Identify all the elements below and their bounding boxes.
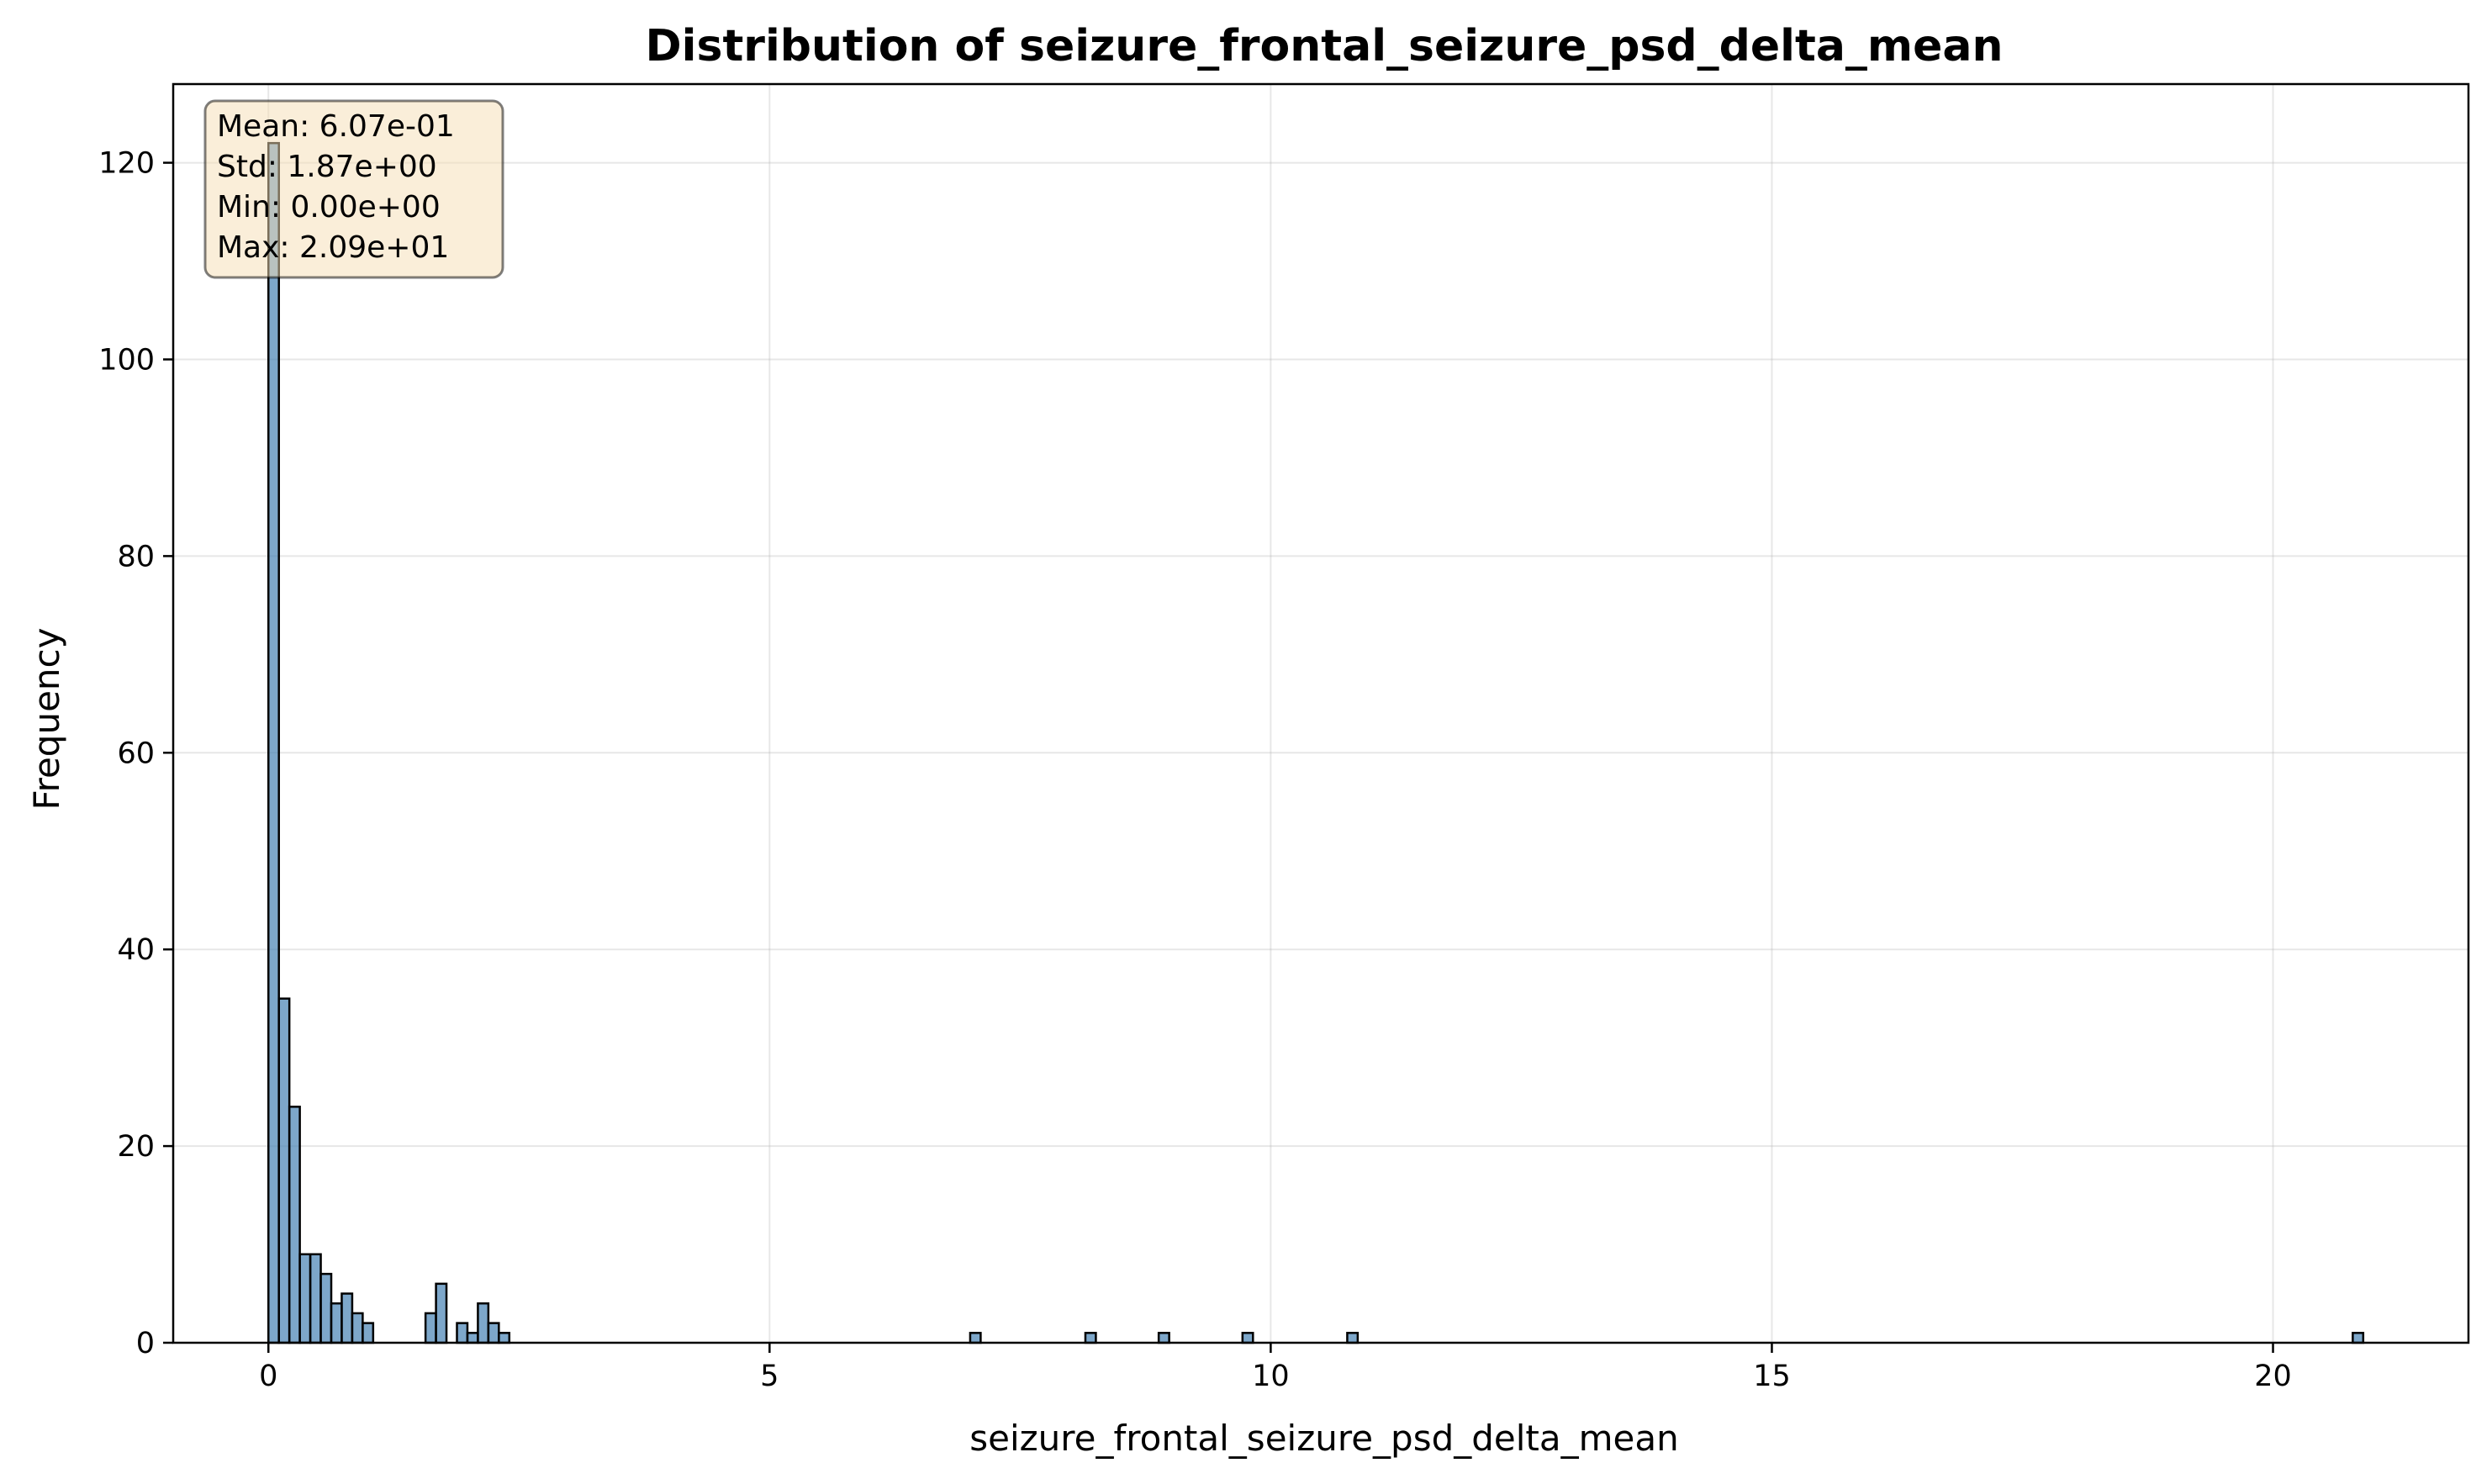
- histogram-bar: [341, 1292, 354, 1344]
- histogram-bar: [424, 1312, 437, 1344]
- chart-title: Distribution of seizure_frontal_seizure_…: [646, 21, 2004, 71]
- x-tick-label: 10: [1252, 1360, 1290, 1393]
- histogram-bar: [477, 1302, 490, 1344]
- y-tick-label: 40: [117, 933, 155, 967]
- histogram-bar: [298, 1253, 312, 1344]
- axis-ticks: 0 5 10 15 20 0 20 40 60 80 100 120: [98, 147, 2292, 1393]
- histogram-bar: [498, 1332, 511, 1344]
- y-tick-label: 60: [117, 737, 155, 770]
- histogram-bar: [435, 1282, 448, 1344]
- histogram-bar: [330, 1302, 343, 1344]
- y-tick-label: 80: [117, 540, 155, 573]
- stats-max: Max: 2.09e+01: [217, 230, 449, 265]
- histogram-bar: [351, 1312, 364, 1344]
- histogram-bar: [1157, 1332, 1170, 1344]
- histogram-bar: [277, 997, 291, 1344]
- histogram-bar: [362, 1322, 375, 1344]
- stats-min: Min: 0.00e+00: [217, 190, 441, 224]
- histogram-bar: [267, 141, 280, 1344]
- stats-std: Std: 1.87e+00: [217, 150, 437, 184]
- histogram-bar: [288, 1106, 301, 1344]
- histogram-bar: [1241, 1332, 1254, 1344]
- y-axis-label: Frequency: [26, 628, 67, 811]
- stats-mean: Mean: 6.07e-01: [217, 109, 455, 144]
- stats-box: Mean: 6.07e-01 Std: 1.87e+00 Min: 0.00e+…: [203, 99, 504, 279]
- stats-box-background: [203, 99, 504, 279]
- y-tick-label: 120: [98, 147, 155, 181]
- histogram-bar: [2352, 1332, 2365, 1344]
- x-tick-label: 0: [259, 1360, 277, 1393]
- histogram-bar: [456, 1322, 469, 1344]
- x-tick-label: 20: [2254, 1360, 2292, 1393]
- y-tick-label: 20: [117, 1130, 155, 1164]
- histogram-bar: [1084, 1332, 1097, 1344]
- gridlines: [173, 84, 2468, 1344]
- histogram-bar: [466, 1332, 479, 1344]
- histogram-bar: [319, 1272, 333, 1344]
- histogram-bar: [487, 1322, 500, 1344]
- x-tick-label: 5: [760, 1360, 779, 1393]
- x-tick-label: 15: [1753, 1360, 1791, 1393]
- histogram-bar: [1346, 1332, 1360, 1344]
- y-tick-label: 0: [136, 1327, 155, 1360]
- plot-frame: [172, 82, 2470, 1344]
- y-tick-label: 100: [98, 343, 155, 377]
- histogram-bar: [969, 1332, 982, 1344]
- histogram-bar: [309, 1253, 322, 1344]
- x-axis-label: seizure_frontal_seizure_psd_delta_mean: [969, 1418, 1679, 1459]
